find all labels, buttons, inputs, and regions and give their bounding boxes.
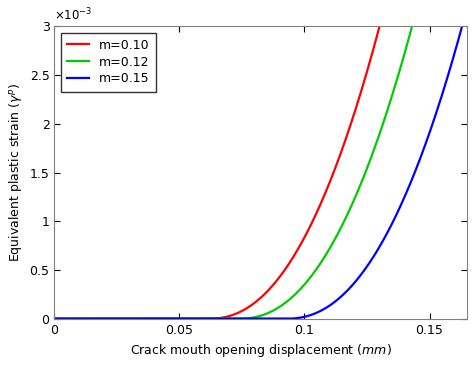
Legend: m=0.10, m=0.12, m=0.15: m=0.10, m=0.12, m=0.15 [61, 33, 156, 92]
m=0.12 [123, 317, 129, 321]
Line: m=0.15: m=0.15 [55, 8, 467, 319]
m=0.10 [228, 314, 233, 318]
m=0.15 [52, 317, 57, 321]
m=0.12 [228, 317, 233, 321]
m=0.15 [456, 36, 462, 40]
m=0.12 [411, 15, 417, 19]
m=0.12 [99, 317, 104, 321]
m=0.15 [99, 317, 104, 321]
Line: m=0.10: m=0.10 [55, 0, 467, 319]
Line: m=0.12: m=0.12 [55, 0, 467, 319]
X-axis label: Crack mouth opening displacement $(mm)$: Crack mouth opening displacement $(mm)$ [130, 342, 392, 359]
m=0.12 [210, 317, 216, 321]
m=0.15 [464, 5, 470, 10]
m=0.10 [52, 317, 57, 321]
m=0.15 [228, 317, 233, 321]
Y-axis label: Equivalent plastic strain $(\gamma^p)$: Equivalent plastic strain $(\gamma^p)$ [7, 83, 24, 262]
m=0.10 [99, 317, 104, 321]
m=0.12 [52, 317, 57, 321]
m=0.10 [210, 316, 216, 321]
m=0.15 [210, 317, 216, 321]
Text: $\times10^{-3}$: $\times10^{-3}$ [55, 7, 93, 23]
m=0.10 [123, 317, 129, 321]
m=0.15 [123, 317, 129, 321]
m=0.15 [411, 171, 417, 175]
